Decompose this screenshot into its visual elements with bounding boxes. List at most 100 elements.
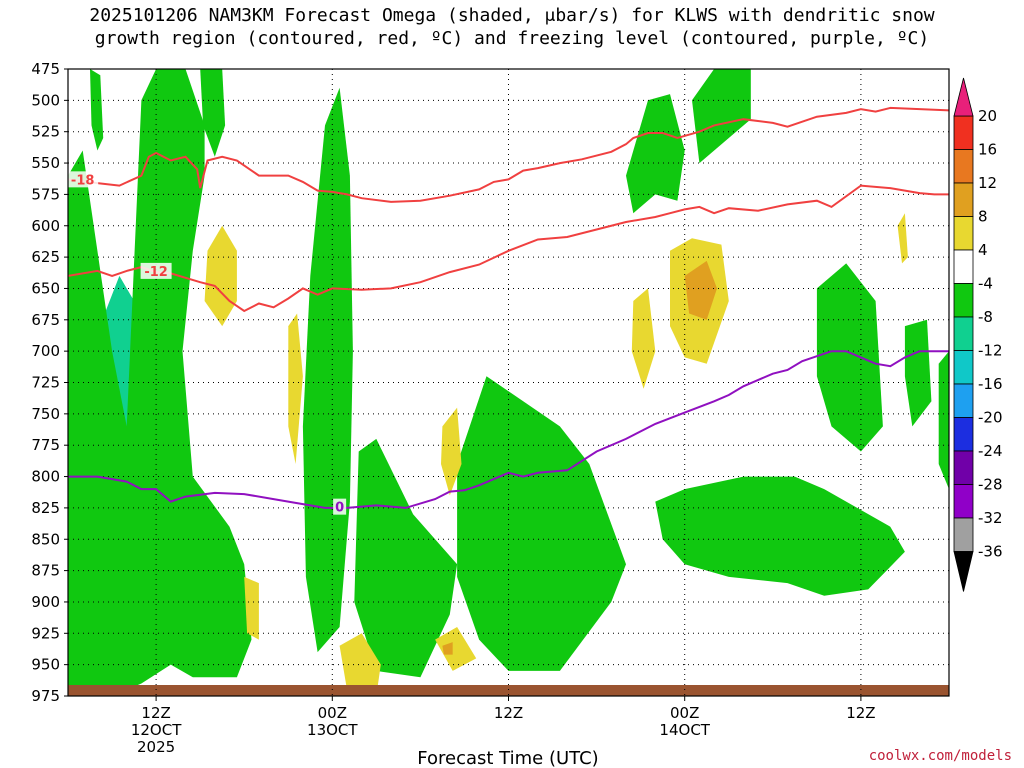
omega-region-30 (435, 627, 477, 671)
colorbar-label-8: -16 (978, 375, 1003, 393)
colorbar-label-6: -8 (978, 308, 993, 326)
colorbar-box-5 (953, 283, 974, 318)
grid-lines (68, 69, 949, 696)
omega-region-18 (457, 376, 626, 671)
colorbar-box-0 (953, 115, 974, 150)
y-tick-label-725: 725 (31, 374, 60, 392)
omega-region-27 (244, 576, 259, 640)
y-tick-label-650: 650 (31, 279, 60, 297)
contour-line-1 (68, 184, 949, 313)
x-tick-label-30-0: 12Z (494, 704, 523, 722)
x-tick-label-42-0: 00Z (670, 704, 699, 722)
x-tick-label-18-0: 00Z (318, 704, 347, 722)
colorbar-label-9: -20 (978, 409, 1003, 427)
y-tick-label-675: 675 (31, 311, 60, 329)
colorbar-label-3: 8 (978, 208, 988, 226)
y-tick-label-950: 950 (31, 656, 60, 674)
colorbar-box-6 (953, 316, 974, 351)
y-tick-label-500: 500 (31, 91, 60, 109)
colorbar-box-12 (953, 517, 974, 552)
contour-label-bg-2 (333, 498, 347, 515)
contour-label-2: 0 (335, 501, 344, 516)
colorbar: 20 16 12 8 4 -4 -8 -12 -16 -20 -24 -28 -32 -36 (953, 77, 1003, 592)
x-tick-label-54-0: 12Z (846, 704, 875, 722)
colorbar-label-2: 12 (978, 174, 997, 192)
omega-region-31 (631, 288, 656, 389)
omega-region-13 (68, 69, 252, 696)
omega-region-14 (90, 69, 104, 151)
omega-region-34 (684, 260, 717, 320)
terrain-ground (68, 685, 949, 696)
y-tick-label-850: 850 (31, 530, 60, 548)
y-tick-label-925: 925 (31, 624, 60, 642)
colorbar-label-0: 20 (978, 107, 997, 125)
colorbar-label-13: -36 (978, 543, 1003, 561)
y-tick-label-525: 525 (31, 123, 60, 141)
omega-region-24 (938, 351, 949, 490)
colorbar-label-1: 16 (978, 141, 997, 159)
colorbar-box-3 (953, 216, 974, 251)
colorbar-label-11: -28 (978, 476, 1003, 494)
y-tick-label-625: 625 (31, 248, 60, 266)
omega-region-29 (441, 407, 462, 496)
contour-line-2 (68, 350, 949, 509)
y-tick-label-475: 475 (31, 60, 60, 78)
colorbar-box-8 (953, 383, 974, 418)
temperature-contours (68, 106, 949, 509)
omega-region-35 (442, 642, 453, 655)
omega-region-16 (302, 87, 353, 653)
omega-shading (68, 69, 949, 696)
title-line-1: 2025101206 NAM3KM Forecast Omega (shaded… (89, 5, 935, 26)
y-tick-label-775: 775 (31, 436, 60, 454)
colorbar-label-10: -24 (978, 442, 1003, 460)
colorbar-box-9 (953, 417, 974, 452)
contour-label-bg-1 (140, 262, 172, 279)
x-tick-label-6-1: 12OCT (131, 721, 182, 739)
contour-label-0: -18 (71, 173, 95, 188)
y-tick-label-900: 900 (31, 593, 60, 611)
colorbar-bottom-arrow (953, 551, 974, 592)
omega-region-33 (897, 213, 908, 264)
y-tick-label-550: 550 (31, 154, 60, 172)
omega-region-26 (288, 313, 303, 464)
omega-region-17 (354, 438, 458, 678)
omega-region-25 (204, 225, 237, 327)
y-tick-label-600: 600 (31, 217, 60, 235)
omega-region-22 (816, 263, 883, 452)
omega-region-23 (904, 319, 932, 427)
x-tick-label-42-1: 14OCT (659, 721, 710, 739)
omega-region-28 (339, 633, 381, 696)
omega-region-19 (626, 94, 685, 214)
omega-region-21 (655, 476, 905, 596)
colorbar-box-4 (953, 249, 974, 284)
colorbar-box-7 (953, 350, 974, 385)
y-tick-label-700: 700 (31, 342, 60, 360)
contour-line-0 (68, 106, 949, 203)
y-tick-label-825: 825 (31, 499, 60, 517)
colorbar-top-arrow (953, 77, 974, 117)
colorbar-label-12: -32 (978, 509, 1003, 527)
colorbar-box-2 (953, 182, 974, 217)
contour-label-bg-0 (67, 171, 99, 188)
x-tick-label-6-2: 2025 (137, 738, 175, 756)
title-line-2: growth region (contoured, red, ºC) and f… (94, 28, 930, 49)
contour-label-1: -12 (144, 265, 168, 280)
x-tick-label-18-1: 13OCT (307, 721, 358, 739)
colorbar-label-4: 4 (978, 241, 988, 259)
y-tick-label-800: 800 (31, 468, 60, 486)
credit-text: coolwx.com/models (869, 748, 1012, 764)
colorbar-label-5: -4 (978, 275, 993, 293)
colorbar-box-10 (953, 450, 974, 485)
y-tick-label-975: 975 (31, 687, 60, 705)
colorbar-label-7: -12 (978, 342, 1003, 360)
contour-labels: -18 -12 0 (67, 171, 347, 516)
x-axis-title: Forecast Time (UTC) (417, 748, 598, 768)
chart-title: 2025101206 NAM3KM Forecast Omega (shaded… (0, 4, 1024, 50)
colorbar-box-1 (953, 149, 974, 184)
y-tick-label-875: 875 (31, 562, 60, 580)
y-tick-label-750: 750 (31, 405, 60, 423)
x-tick-label-6-0: 12Z (141, 704, 170, 722)
omega-region-20 (692, 69, 751, 164)
